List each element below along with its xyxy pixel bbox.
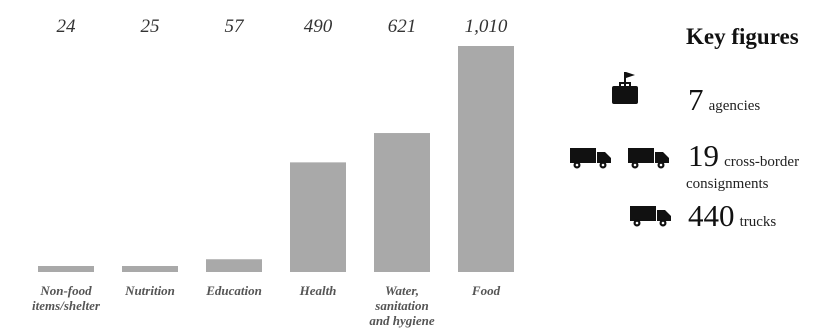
category-label-0: Non-food items/shelter [32,283,101,313]
category-label-3: Health [299,283,337,298]
bar-5 [458,46,514,272]
category-label-5: Food [471,283,501,298]
trucks-count: 440 [688,198,735,233]
bar-3 [290,162,346,272]
value-label-4: 621 [388,16,417,37]
bar-0 [38,266,94,272]
truck-icon [628,148,669,169]
consignments-label-line1: cross-border [724,154,800,170]
bar-2 [206,259,262,272]
category-label-1: Nutrition [124,283,175,298]
category-label-4: Water, sanitation and hygiene [369,283,435,328]
trucks-label: trucks [739,214,777,230]
key-figures-title: Key figures [686,24,799,49]
category-labels: Non-food items/shelter Nutrition Education H… [32,283,501,328]
briefcase-flag-icon [612,72,638,104]
bar-1 [122,266,178,272]
value-label-2: 57 [225,16,246,37]
bar-chart: 24 25 57 490 621 1,010 Non-food items/shelterN… [32,16,514,328]
consignments-count: 19 [688,138,719,173]
key-figures-panel: Key figures 7 agencies 19 cross-border c… [560,18,834,318]
truck-icon [630,206,671,227]
agencies-label: agencies [708,98,761,114]
value-label-1: 25 [141,16,160,37]
bar-4 [374,133,430,272]
agencies-count: 7 [688,82,704,117]
value-label-3: 490 [304,16,333,37]
consignments-label-line2: consignments [686,176,769,192]
category-label-2: Education [205,283,262,298]
truck-icon [570,148,611,169]
value-label-0: 24 [57,16,77,37]
value-label-5: 1,010 [465,16,508,37]
value-labels: 24 25 57 490 621 1,010 [57,16,508,37]
bars [38,46,514,272]
